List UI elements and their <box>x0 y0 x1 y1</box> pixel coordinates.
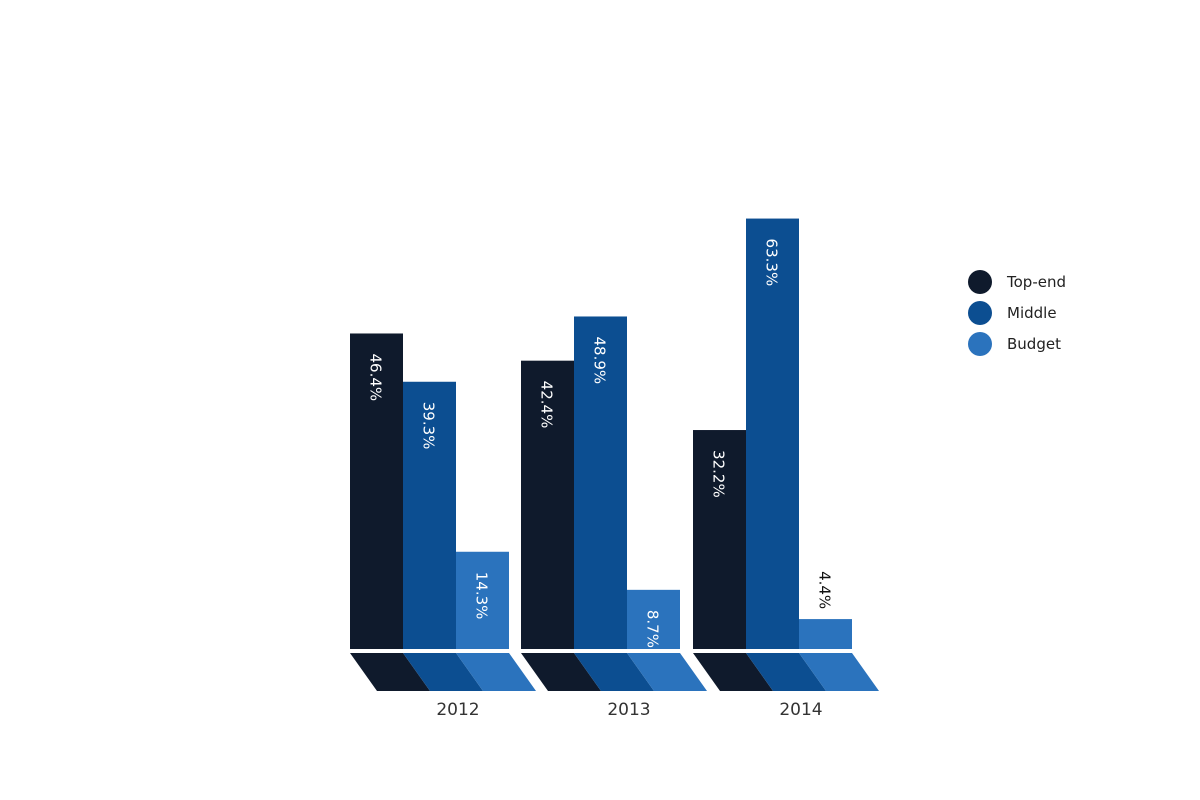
data-label-top-end-2013: 42.4% <box>538 381 556 429</box>
data-label-budget-2012: 14.3% <box>473 572 491 620</box>
legend-label-budget: Budget <box>1007 334 1061 353</box>
bar-base-middle-2012 <box>403 653 483 691</box>
bars-layer <box>350 218 852 649</box>
data-labels-layer: 46.4% 39.3% 14.3% 42.4% 48.9% 8.7% 32.2% 63.3% 4… <box>367 239 834 648</box>
legend-label-top-end: Top-end <box>1007 272 1066 291</box>
data-label-middle-2014: 63.3% <box>763 239 781 287</box>
bar-base-budget-2014 <box>799 653 879 691</box>
legend-swatch-budget <box>968 331 992 356</box>
data-label-budget-2014: 4.4% <box>816 571 834 609</box>
bar-base-budget-2013 <box>627 653 707 691</box>
bar-base-top-end-2014 <box>693 653 773 691</box>
bar-base-top-end-2013 <box>521 653 601 691</box>
legend: Top-end Middle Budget <box>968 266 1066 359</box>
bar-base-budget-2012 <box>456 653 536 691</box>
x-tick-label-2013: 2013 <box>607 700 650 720</box>
bar-budget-2014 <box>799 619 852 649</box>
bar-middle-2012 <box>403 381 456 649</box>
bar-base-top-end-2012 <box>350 653 430 691</box>
legend-item-top-end: Top-end <box>968 266 1066 297</box>
legend-swatch-middle <box>968 300 992 325</box>
x-tick-labels-layer: 2012 2013 2014 <box>436 700 822 720</box>
data-label-budget-2013: 8.7% <box>644 610 662 648</box>
legend-item-budget: Budget <box>968 328 1066 359</box>
bar-top-end-2012 <box>350 333 403 649</box>
bar-middle-2014 <box>746 218 799 649</box>
data-label-middle-2012: 39.3% <box>420 402 438 450</box>
legend-label-middle: Middle <box>1007 303 1057 322</box>
x-tick-label-2012: 2012 <box>436 700 479 720</box>
bar-budget-2013 <box>627 589 680 649</box>
legend-swatch-top-end <box>968 269 992 294</box>
bar-middle-2013 <box>574 316 627 649</box>
bar-top-end-2013 <box>521 360 574 649</box>
bar-base-middle-2014 <box>746 653 826 691</box>
data-label-top-end-2012: 46.4% <box>367 353 385 401</box>
bar-top-end-2014 <box>693 430 746 649</box>
bar-bases-layer <box>350 653 879 691</box>
data-label-middle-2013: 48.9% <box>591 336 609 384</box>
bar-base-middle-2013 <box>574 653 654 691</box>
data-label-top-end-2014: 32.2% <box>710 450 728 498</box>
x-tick-label-2014: 2014 <box>779 700 822 720</box>
bar-budget-2012 <box>456 551 509 649</box>
legend-item-middle: Middle <box>968 297 1066 328</box>
